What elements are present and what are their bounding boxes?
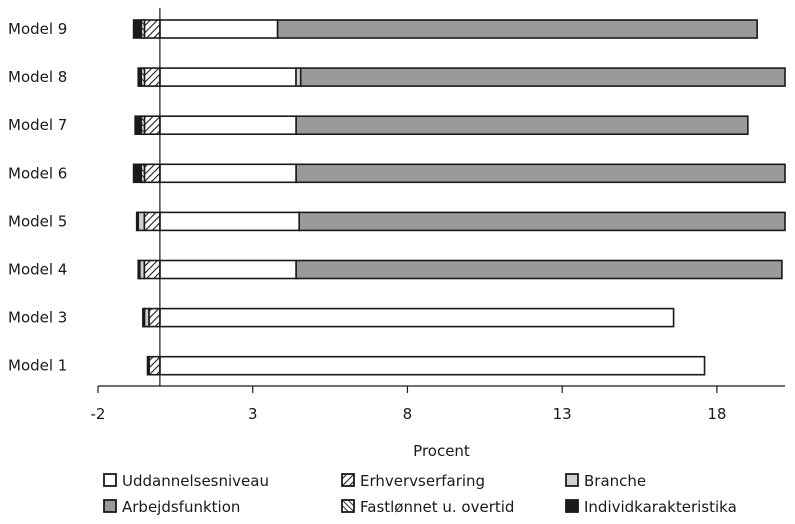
- legend-label: Erhvervserfaring: [360, 472, 485, 490]
- bar-segment-individkarakteristika: [134, 115, 143, 135]
- bar-segment-fastlonnet-u-overtid: [135, 211, 140, 232]
- legend-swatch: [565, 499, 579, 513]
- category-label: Model 7: [8, 116, 67, 134]
- bar-segment-arbejdsfunktion: [295, 115, 749, 135]
- category-label: Model 4: [8, 261, 67, 279]
- legend-item-fastlonnet-u-overtid: Fastlønnet u. overtid: [341, 498, 514, 516]
- bar-segment-uddannelsesniveau: [159, 115, 297, 135]
- category-label: Model 3: [8, 309, 67, 327]
- bar-segment-uddannelsesniveau: [159, 19, 279, 39]
- legend-swatch: [565, 473, 579, 487]
- legend-label: Individkarakteristika: [584, 498, 737, 516]
- category-label: Model 6: [8, 164, 67, 182]
- bar-segment-erhvervserfaring: [143, 115, 161, 135]
- bar-segment-erhvervserfaring: [143, 19, 161, 39]
- bar-segment-arbejdsfunktion: [299, 67, 786, 87]
- bar-segment-arbejdsfunktion: [295, 259, 783, 280]
- x-tick-label: 8: [403, 405, 413, 423]
- bar-segment-fastlonnet-u-overtid: [146, 355, 150, 376]
- bar-segment-fastlonnet-u-overtid: [142, 307, 146, 328]
- x-tick-label: 3: [248, 405, 258, 423]
- bar-segment-uddannelsesniveau: [159, 355, 706, 376]
- labels-layer: Model 9 Model 8 Model 7 Model 6 Model 5 Model…: [8, 20, 726, 460]
- bar-segment-uddannelsesniveau: [159, 163, 297, 184]
- bar-segment-erhvervserfaring: [143, 211, 161, 232]
- x-tick-label: -2: [91, 405, 106, 423]
- legend-label: Branche: [584, 472, 646, 490]
- legend-item-individkarakteristika: Individkarakteristika: [565, 498, 737, 516]
- bar-segment-arbejdsfunktion: [276, 19, 758, 39]
- x-tick-label: 18: [707, 405, 726, 423]
- bar-segment-fastlonnet-u-overtid: [137, 259, 141, 280]
- bar-segment-uddannelsesniveau: [159, 307, 675, 328]
- axes-layer: [97, 8, 785, 393]
- bar-segment-erhvervserfaring: [148, 307, 161, 328]
- category-label: Model 1: [8, 357, 67, 375]
- legend-swatch: [103, 499, 117, 513]
- bar-segment-uddannelsesniveau: [159, 211, 300, 232]
- bar-segment-erhvervserfaring: [148, 355, 161, 376]
- legend-swatch: [341, 499, 355, 513]
- bar-segment-uddannelsesniveau: [159, 67, 297, 87]
- x-tick-label: 13: [553, 405, 572, 423]
- legend-swatch: [103, 473, 117, 487]
- bar-segment-branche: [295, 67, 302, 87]
- bars-layer: [132, 19, 786, 376]
- category-label: Model 9: [8, 20, 67, 38]
- category-label: Model 5: [8, 212, 67, 230]
- legend-item-erhvervserfaring: Erhvervserfaring: [341, 472, 485, 490]
- bar-segment-individkarakteristika: [132, 19, 143, 39]
- legend: Uddannelsesniveau Erhvervserfaring Branche…: [103, 472, 737, 516]
- legend-label: Arbejdsfunktion: [122, 498, 240, 516]
- bar-segment-branche: [137, 211, 146, 232]
- legend-label: Fastlønnet u. overtid: [360, 498, 514, 516]
- legend-item-branche: Branche: [565, 472, 646, 490]
- bar-segment-erhvervserfaring: [143, 259, 161, 280]
- bar-segment-arbejdsfunktion: [295, 163, 786, 184]
- x-axis-title: Procent: [413, 442, 470, 460]
- bar-segment-individkarakteristika: [137, 67, 143, 87]
- bar-segment-uddannelsesniveau: [159, 259, 297, 280]
- legend-item-uddannelsesniveau: Uddannelsesniveau: [103, 472, 269, 490]
- legend-item-arbejdsfunktion: Arbejdsfunktion: [103, 498, 240, 516]
- bar-segment-individkarakteristika: [132, 163, 143, 184]
- legend-label: Uddannelsesniveau: [122, 472, 269, 490]
- bar-segment-erhvervserfaring: [143, 67, 161, 87]
- bar-segment-erhvervserfaring: [143, 163, 161, 184]
- bar-segment-arbejdsfunktion: [298, 211, 786, 232]
- category-label: Model 8: [8, 68, 67, 86]
- legend-swatch: [341, 473, 355, 487]
